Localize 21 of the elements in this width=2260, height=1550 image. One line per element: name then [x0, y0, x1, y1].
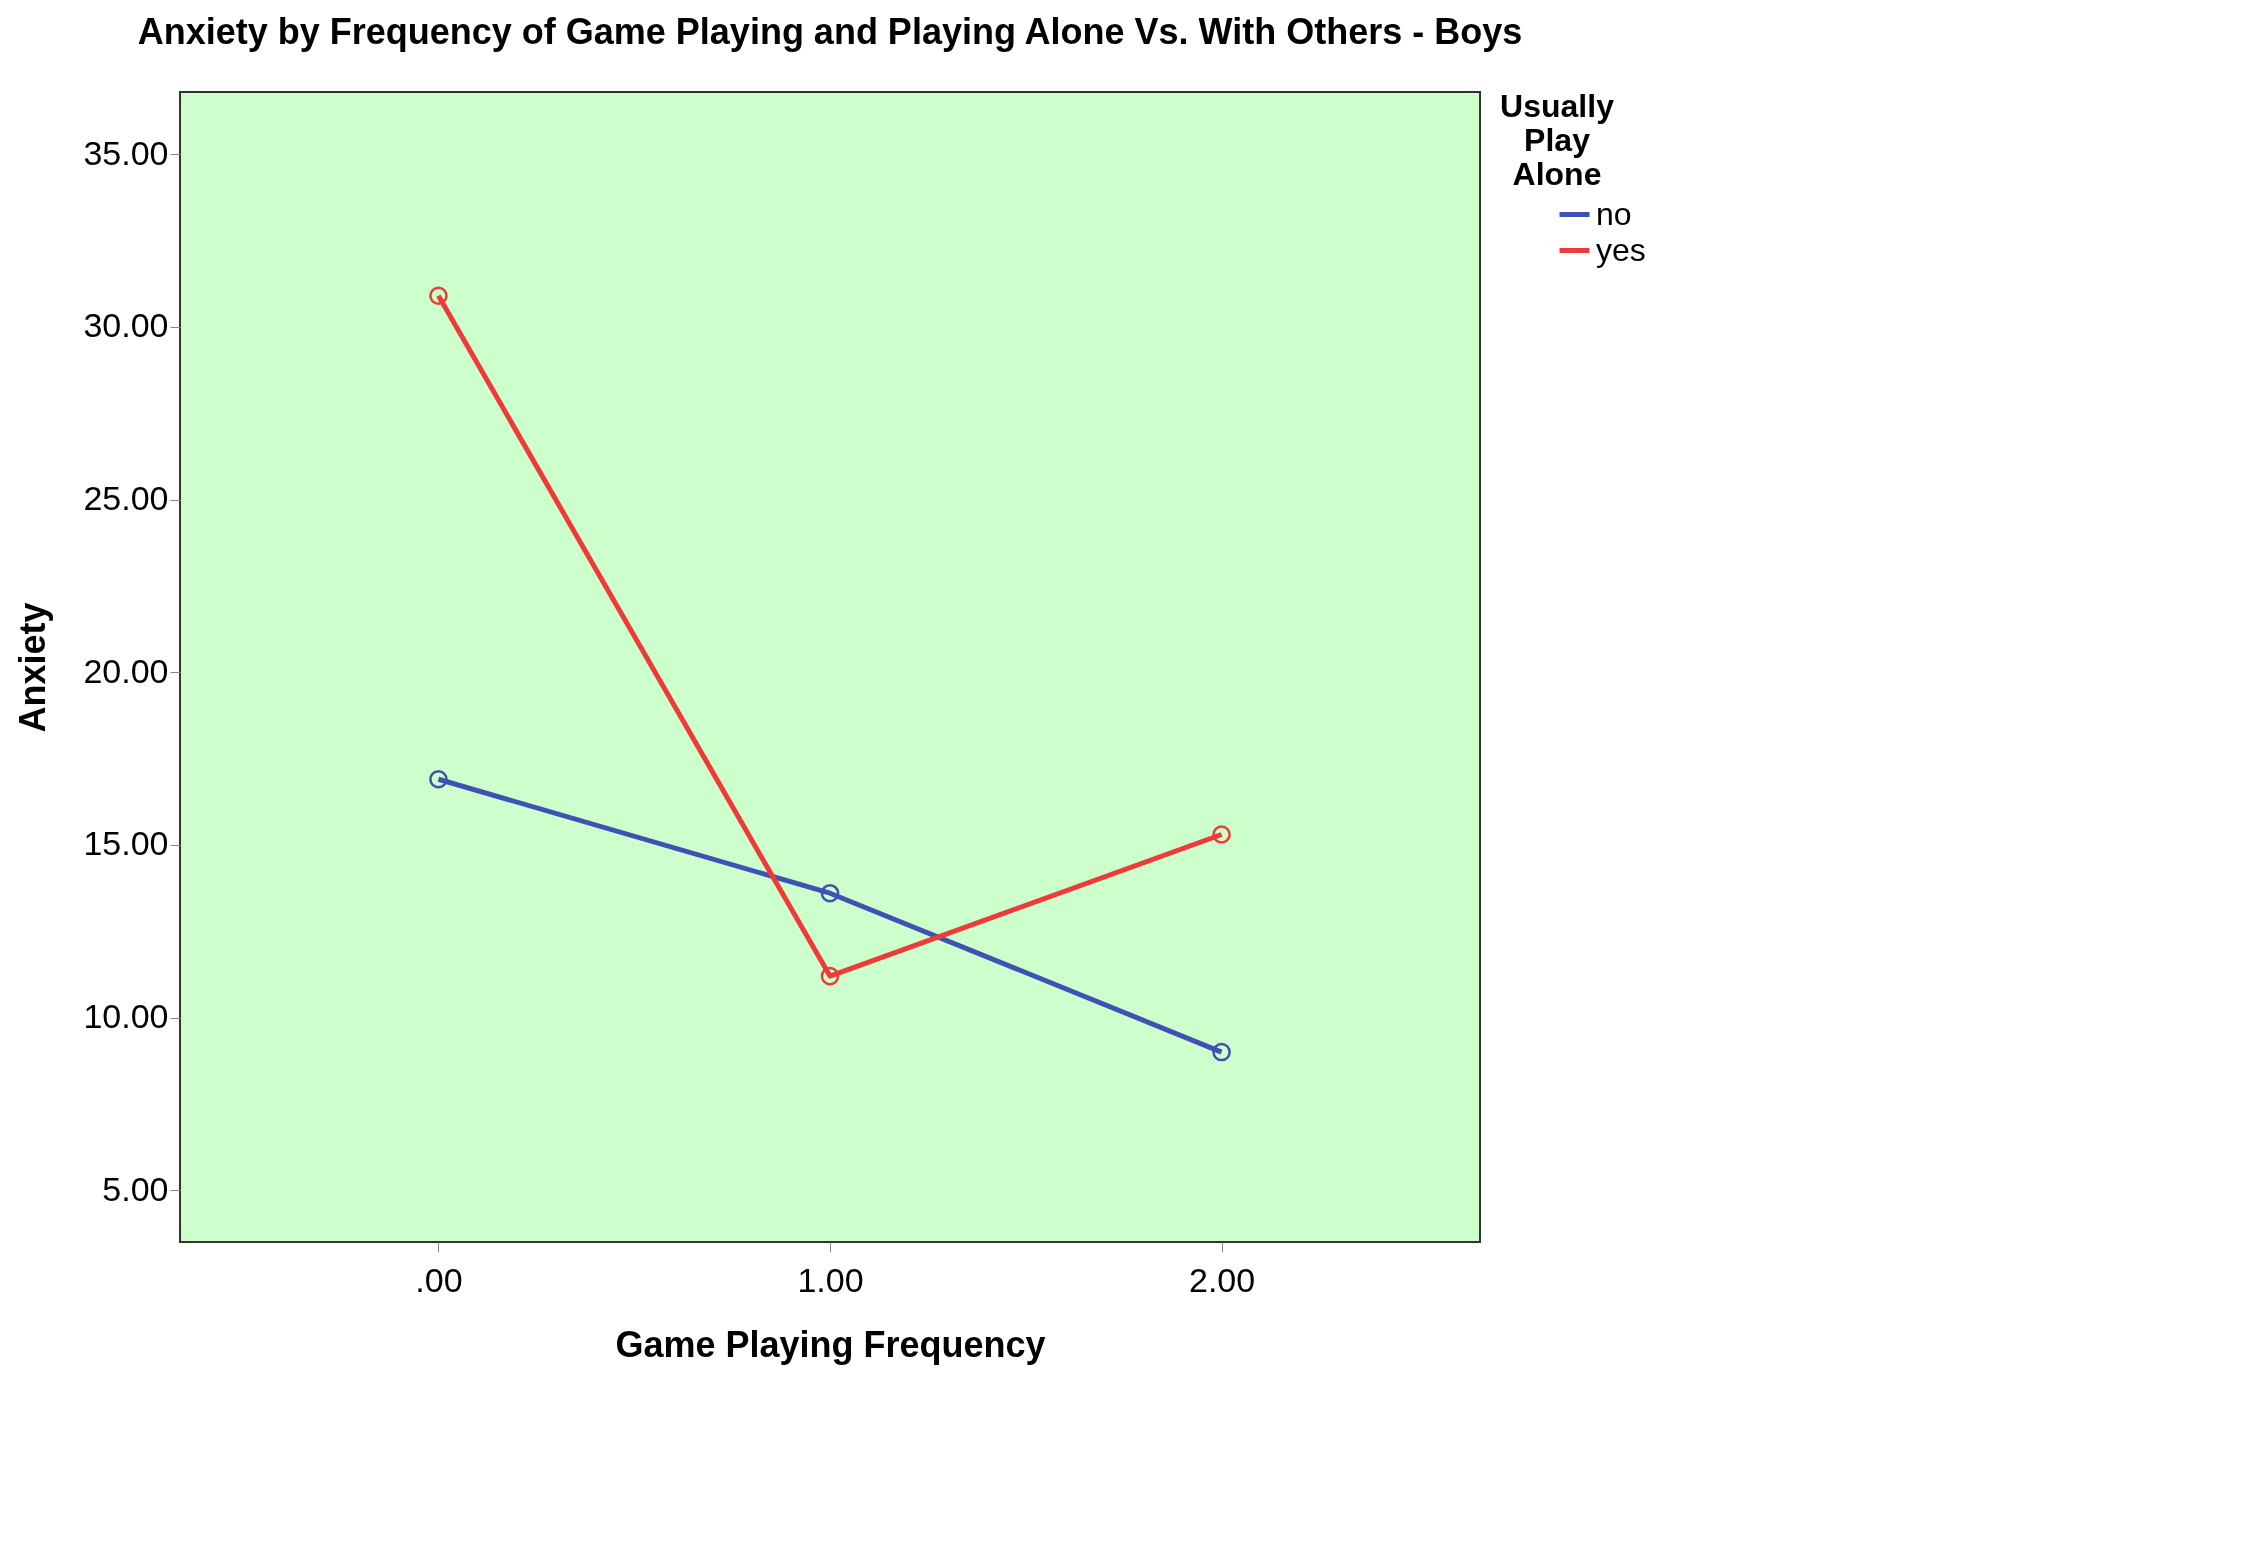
y-tick-label: 20.00 — [83, 651, 169, 690]
x-tick-label: 1.00 — [797, 1260, 864, 1299]
y-tick-label: 5.00 — [102, 1169, 169, 1208]
point — [429, 286, 448, 306]
x-tick-label: 2.00 — [1188, 1260, 1256, 1299]
y-tick-label: 35.00 — [83, 133, 169, 172]
y-tick-label: 25.00 — [83, 479, 169, 518]
point — [820, 883, 840, 903]
x-tick-label: .00 — [415, 1260, 463, 1299]
chart-title: Anxiety by Frequency of Game Playing and Playing Alone Vs. With Others - Boys — [137, 11, 1523, 52]
x-axis-title: Game Playing Frequency — [615, 1323, 1046, 1365]
y-tick-label: 10.00 — [83, 997, 169, 1036]
point — [1212, 1042, 1231, 1062]
legend-label: no — [1596, 195, 1632, 232]
point — [429, 769, 448, 789]
point — [1212, 825, 1231, 844]
y-axis-title: Anxiety — [12, 602, 54, 733]
legend-label: yes — [1596, 231, 1646, 268]
y-tick-label: 15.00 — [83, 824, 169, 863]
y-tick-label: 30.00 — [83, 306, 169, 345]
point — [820, 966, 840, 986]
